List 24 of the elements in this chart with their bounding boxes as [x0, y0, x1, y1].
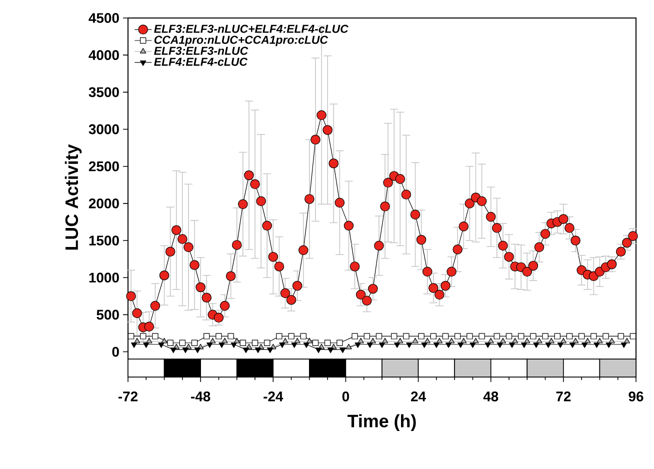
- y-tick-label: 2000: [88, 198, 119, 208]
- y-tick-label: 0: [112, 346, 119, 357]
- y-axis-title: LUC Activity: [64, 144, 82, 250]
- x-tick-label: -72: [118, 392, 138, 402]
- x-tick-label: -48: [191, 392, 210, 402]
- x-tick-label: 24: [411, 392, 426, 402]
- y-tick-label: 1500: [89, 236, 119, 246]
- x-tick-label: 72: [556, 392, 571, 402]
- x-tick-label: -24: [264, 392, 284, 402]
- y-tick-label: 4000: [88, 50, 119, 60]
- y-tick-label: 4500: [88, 13, 119, 23]
- x-axis-title: Time (h): [348, 414, 416, 431]
- x-tick-label: 48: [483, 392, 498, 402]
- x-tick-label: 0: [342, 392, 350, 402]
- legend-label: ELF4:ELF4-cLUC: [154, 58, 248, 66]
- y-tick-label: 3500: [88, 87, 119, 98]
- y-tick-label: 500: [96, 310, 119, 320]
- y-tick-label: 1000: [89, 272, 119, 283]
- legend-label: CCA1pro:nLUC+CCA1pro:cLUC: [154, 36, 328, 46]
- x-tick-label: 96: [628, 392, 644, 402]
- legend-label: ELF3:ELF3-nLUC: [154, 46, 248, 55]
- legend-label: ELF3:ELF3-nLUC+ELF4:ELF4-cLUC: [154, 24, 348, 33]
- y-tick-label: 3000: [88, 124, 119, 134]
- y-tick-label: 2500: [88, 161, 119, 172]
